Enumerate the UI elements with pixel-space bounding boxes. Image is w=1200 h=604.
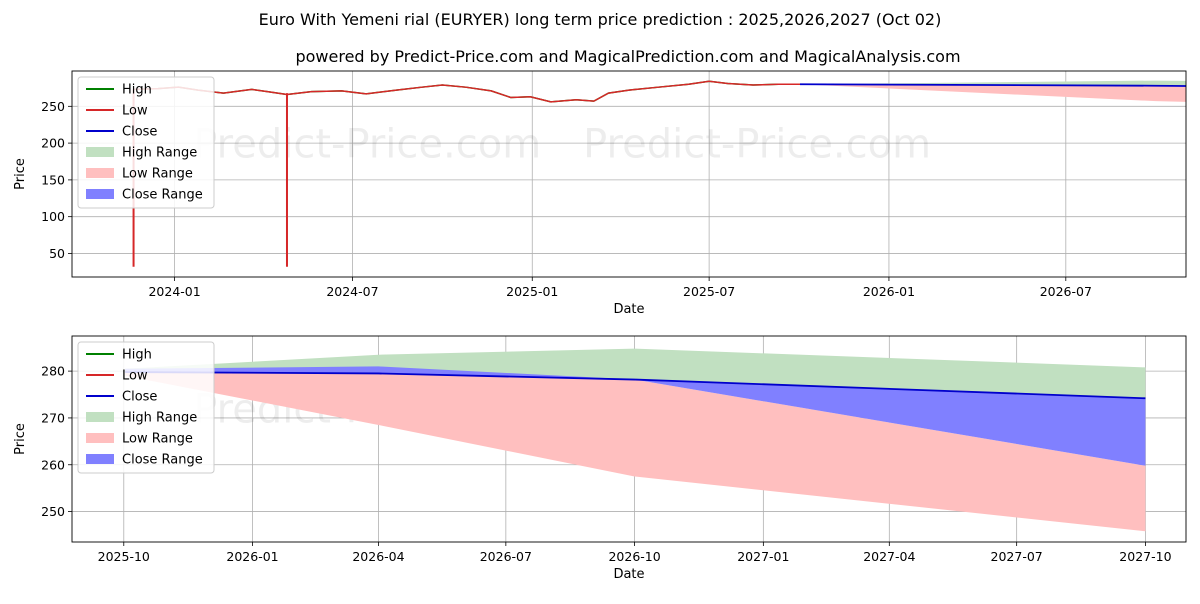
low-range-area <box>800 84 1186 102</box>
low-range-area <box>125 372 1146 532</box>
y-tick-label: 280 <box>41 364 65 379</box>
legend-close-range-label: Close Range <box>122 453 203 468</box>
x-axis-label: Date <box>613 302 644 317</box>
legend-high-range-label: High Range <box>122 146 197 161</box>
close-line <box>800 83 1186 87</box>
plot-frame <box>71 70 1187 278</box>
forecast-detail-panel: 2025-10 2026-01 2026-04 2026-07 2026-10 2027-… <box>13 335 1187 582</box>
legend-low-label: Low <box>122 369 148 384</box>
x-tick-label: 2027-07 <box>991 549 1043 564</box>
chart-title: Euro With Yemeni rial (EURYER) long term… <box>259 10 942 29</box>
legend-close-range-swatch <box>86 454 114 464</box>
x-tick-label: 2026-07 <box>1040 284 1092 299</box>
legend: High Low Close High Range Low Range Close Ran… <box>77 341 215 474</box>
x-tick-label: 2027-01 <box>737 549 789 564</box>
x-tick-label: 2025-07 <box>683 284 735 299</box>
legend-low-label: Low <box>122 104 148 119</box>
plot-frame <box>71 335 1187 543</box>
x-tick-label: 2027-10 <box>1119 549 1171 564</box>
legend-high-label: High <box>122 83 152 98</box>
legend-close-label: Close <box>122 125 157 140</box>
y-axis-label: Price <box>13 423 28 455</box>
legend-low-range-swatch <box>86 168 114 178</box>
y-tick-label: 200 <box>41 136 65 151</box>
legend-low-range-label: Low Range <box>122 432 193 447</box>
x-tick-label: 2024-07 <box>326 284 378 299</box>
close-line <box>125 371 1146 400</box>
legend: High Low Close High Range Low Range Close Ran… <box>77 76 215 209</box>
close-range-area <box>125 366 1146 466</box>
x-tick-label: 2024-01 <box>148 284 200 299</box>
watermark-text: Predict-Price.com <box>193 122 541 168</box>
y-tick-label: 100 <box>41 209 65 224</box>
x-tick-label: 2026-07 <box>480 549 532 564</box>
y-tick-label: 260 <box>41 457 65 472</box>
y-tick-label: 250 <box>41 99 65 114</box>
legend-close-range-swatch <box>86 189 114 199</box>
high-range-area <box>125 348 1146 399</box>
legend-close-label: Close <box>122 390 157 405</box>
x-tick-label: 2027-04 <box>863 549 915 564</box>
watermark-text: Predict-Price.com <box>583 122 931 168</box>
legend-close-range-label: Close Range <box>122 188 203 203</box>
y-axis-label: Price <box>13 158 28 190</box>
long-term-panel: 2024-01 2024-07 2025-01 2025-07 2026-01 2026-… <box>13 70 1187 317</box>
legend-low-range-label: Low Range <box>122 167 193 182</box>
x-tick-label: 2026-10 <box>608 549 660 564</box>
legend-high-range-label: High Range <box>122 411 197 426</box>
plot-area <box>132 80 1186 267</box>
plot-area <box>125 348 1146 532</box>
x-tick-label: 2026-04 <box>352 549 404 564</box>
x-tick-label: 2026-01 <box>863 284 915 299</box>
legend-high-label: High <box>122 348 152 363</box>
y-tick-label: 270 <box>41 410 65 425</box>
chart-subtitle: powered by Predict-Price.com and Magical… <box>295 47 960 66</box>
x-axis-label: Date <box>613 567 644 582</box>
x-tick-label: 2025-01 <box>506 284 558 299</box>
legend-low-range-swatch <box>86 433 114 443</box>
x-tick-label: 2026-01 <box>226 549 278 564</box>
y-tick-label: 150 <box>41 172 65 187</box>
x-tick-label: 2025-10 <box>98 549 150 564</box>
low-line <box>133 80 801 103</box>
y-tick-label: 50 <box>49 246 65 261</box>
legend-high-range-swatch <box>86 412 114 422</box>
y-tick-label: 250 <box>41 504 65 519</box>
legend-high-range-swatch <box>86 147 114 157</box>
